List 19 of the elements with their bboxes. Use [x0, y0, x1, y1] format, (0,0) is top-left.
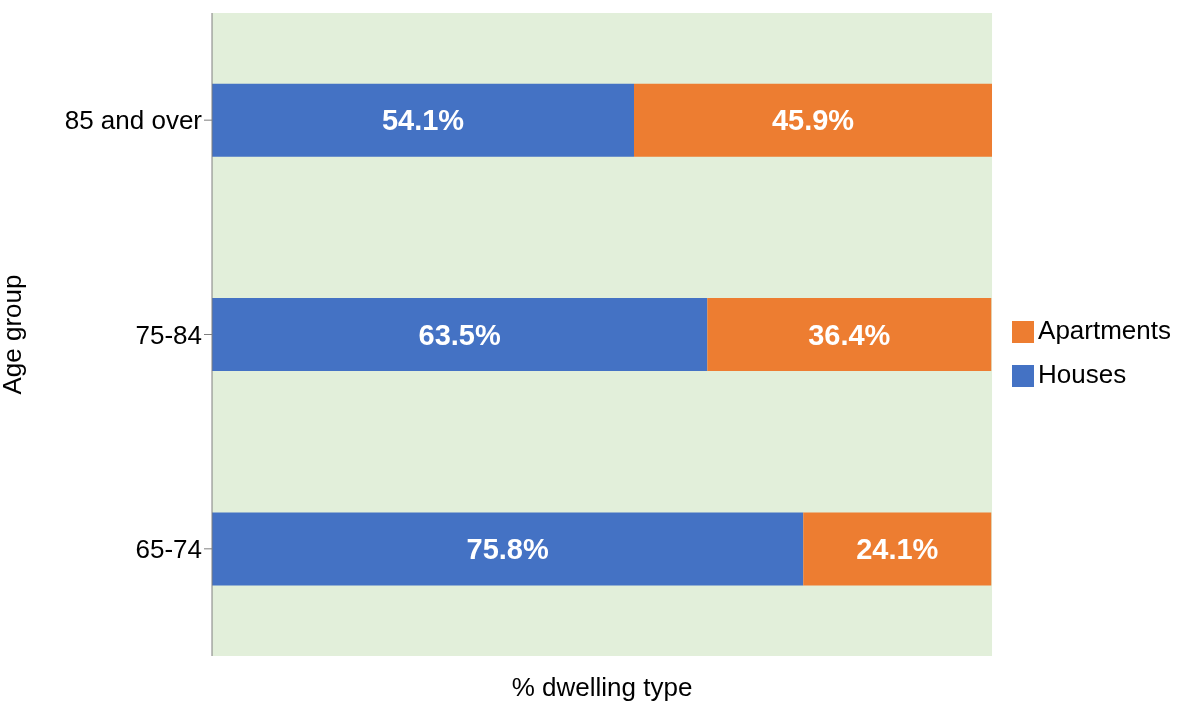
data-label: 36.4%	[808, 318, 891, 351]
legend-label: Houses	[1038, 359, 1127, 389]
bar	[707, 298, 992, 372]
legend-label: Apartments	[1038, 315, 1171, 345]
bar	[212, 83, 635, 157]
y-tick-label: 85 and over	[64, 105, 203, 136]
data-label: 54.1%	[381, 104, 465, 137]
data-label: 45.9%	[771, 104, 855, 137]
y-tick-label: 65-74	[135, 534, 202, 565]
y-tick-label: 75-84	[135, 319, 202, 350]
data-label: 24.1%	[856, 533, 939, 566]
bar	[212, 298, 708, 372]
bar	[634, 83, 993, 157]
y-axis-title: Age group	[0, 274, 28, 395]
bar	[803, 512, 992, 586]
data-label: 75.8%	[466, 533, 549, 566]
data-label: 63.5%	[418, 318, 501, 351]
x-axis-title: % dwelling type	[511, 672, 693, 702]
bar	[212, 512, 804, 586]
